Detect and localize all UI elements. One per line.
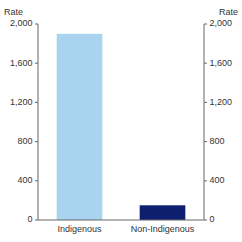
tick [204, 141, 207, 142]
tick [204, 220, 207, 221]
tick [35, 24, 38, 25]
tick-label: 1,600 [209, 58, 232, 68]
tick-label: 0 [209, 214, 214, 224]
bar [140, 205, 186, 220]
tick [35, 141, 38, 142]
category-label: Indigenous [57, 224, 102, 234]
bars [57, 34, 186, 220]
chart: 0 400 800 1,200 1,600 2,000 0 400 800 1,200 1,600 2… [0, 0, 242, 242]
tick [204, 180, 207, 181]
tick-label: 800 [209, 136, 224, 146]
tick [35, 180, 38, 181]
y-axis-label: Rate [4, 7, 23, 17]
tick [35, 63, 38, 64]
tick [35, 102, 38, 103]
tick-label: 2,000 [10, 18, 33, 28]
tick-label: 400 [18, 175, 33, 185]
category-label: Non-Indigenous [131, 224, 195, 234]
x-axis-line [38, 220, 204, 221]
tick [204, 63, 207, 64]
tick-label: 1,600 [10, 58, 33, 68]
tick [204, 24, 207, 25]
y2-axis-line [204, 24, 205, 220]
tick [35, 220, 38, 221]
y-axis-line [38, 24, 39, 220]
tick [204, 102, 207, 103]
tick-label: 0 [28, 214, 33, 224]
bar [57, 34, 103, 220]
tick-label: 1,200 [209, 97, 232, 107]
tick-label: 800 [18, 136, 33, 146]
tick-label: 400 [209, 175, 224, 185]
tick-label: 2,000 [209, 18, 232, 28]
tick-label: 1,200 [10, 97, 33, 107]
y2-axis-label: Rate [219, 7, 238, 17]
